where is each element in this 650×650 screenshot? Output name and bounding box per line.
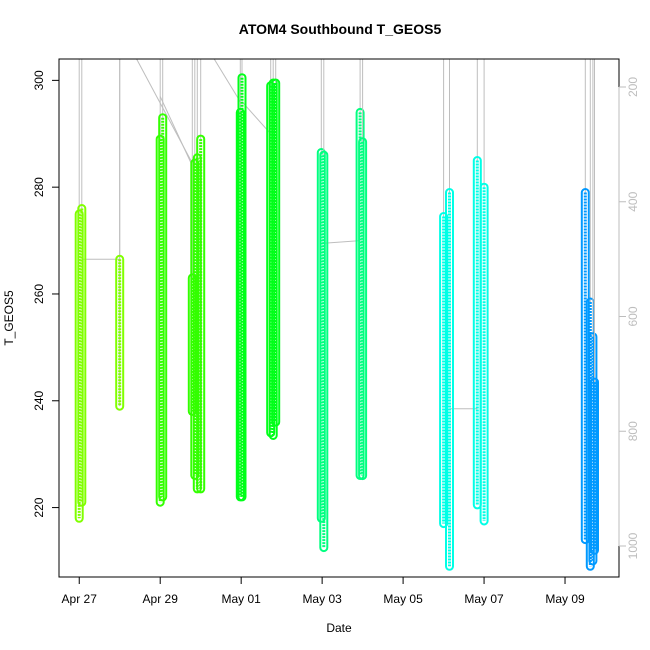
x-tick-label: May 03 — [302, 592, 342, 606]
x-tick-label: May 09 — [545, 592, 585, 606]
data-points — [74, 59, 599, 571]
profile-points — [445, 188, 454, 571]
connector-line — [159, 96, 193, 167]
y-axis-left: 220 240 260 280 300 — [32, 70, 60, 518]
x-axis: Apr 27 Apr 29 May 01 May 03 May 05 May 07 May … — [62, 576, 585, 606]
y-right-tick-label: 800 — [626, 421, 640, 441]
x-tick-label: Apr 29 — [143, 592, 179, 606]
connector-line — [213, 58, 241, 102]
profile-points — [196, 134, 206, 494]
connector-line — [323, 240, 361, 244]
y-right-tick-label: 400 — [626, 191, 640, 211]
y-axis-right: 200 400 600 800 1000 — [618, 77, 640, 559]
profile-points — [479, 182, 489, 526]
y-tick-label: 280 — [32, 177, 46, 197]
y-right-tick-label: 1000 — [626, 532, 640, 559]
x-axis-label: Date — [326, 621, 352, 635]
x-tick-label: May 01 — [221, 592, 261, 606]
profile-points — [158, 113, 168, 502]
y-tick-label: 260 — [32, 284, 46, 304]
chart-title: ATOM4 Southbound T_GEOS5 — [239, 21, 442, 37]
profile-points — [237, 73, 247, 502]
profile-points — [271, 78, 281, 427]
y-tick-label: 220 — [32, 497, 46, 517]
profile-points — [77, 204, 87, 507]
y-axis-label: T_GEOS5 — [2, 290, 16, 346]
profile-points — [588, 332, 598, 566]
x-tick-label: May 05 — [383, 592, 423, 606]
profile-points — [115, 254, 125, 411]
x-tick-label: May 07 — [464, 592, 504, 606]
profile-points — [439, 212, 449, 529]
plot-frame — [58, 58, 620, 578]
y-tick-label: 300 — [32, 70, 46, 90]
x-tick-label: Apr 27 — [62, 592, 98, 606]
y-tick-label: 240 — [32, 390, 46, 410]
profile-points — [590, 377, 599, 555]
profile-points — [358, 137, 368, 481]
y-right-tick-label: 600 — [626, 306, 640, 326]
profile-points — [319, 150, 329, 553]
y-right-tick-label: 200 — [626, 77, 640, 97]
connector-line — [241, 101, 272, 135]
